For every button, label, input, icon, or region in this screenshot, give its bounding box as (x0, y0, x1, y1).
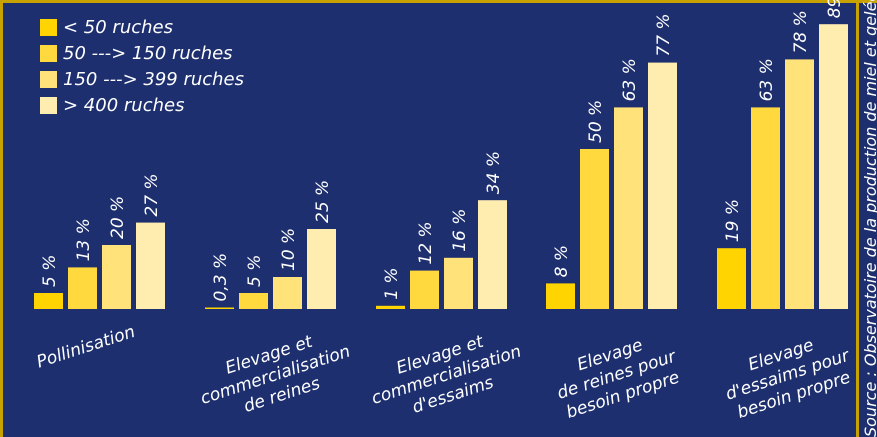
category-labels-layer: Pollinisation Elevage etcommercialisation… (34, 322, 859, 429)
bar (751, 107, 780, 310)
category-label: Pollinisation (34, 322, 137, 373)
category-label: Elevaged'essaims pourbesoin propre (717, 326, 859, 425)
data-label: 89 % (825, 0, 845, 18)
legend-item: > 400 ruches (40, 92, 244, 118)
category-label: Elevage etcommercialisationde reines (192, 322, 360, 429)
data-label: 19 % (723, 199, 743, 242)
bar (444, 257, 473, 309)
data-label: 5 % (40, 255, 60, 287)
legend-swatch (40, 18, 57, 36)
legend-label: 150 ---> 399 ruches (63, 68, 245, 90)
data-label: 5 % (245, 255, 265, 287)
bar (68, 267, 97, 309)
value-labels-layer: 5 % 13 % 20 % 27 % 0,3 % 5 % 10 % 25 % 1 % 12 % 16… (40, 0, 845, 302)
legend-label: < 50 ruches (63, 16, 173, 38)
bar (307, 229, 336, 309)
bar (717, 248, 746, 309)
bar (410, 270, 439, 309)
data-label: 77 % (654, 13, 674, 56)
data-label: 10 % (279, 228, 299, 271)
legend-swatch (40, 70, 57, 88)
bar (614, 107, 643, 310)
category-label: Elevagede reines pourbesoin propre (548, 326, 685, 423)
bar (239, 293, 268, 309)
legend-swatch (40, 44, 57, 62)
bar (205, 307, 234, 309)
frame-border-left (0, 0, 3, 437)
legend-label: 50 ---> 150 ruches (63, 42, 233, 64)
category-label: Elevage etcommercialisationd'essaims (363, 322, 531, 429)
data-label: 13 % (74, 218, 94, 261)
data-label: 1 % (382, 267, 402, 299)
bar (478, 200, 507, 309)
data-label: 12 % (416, 221, 436, 264)
bar (785, 59, 814, 310)
bar (273, 277, 302, 309)
data-label: 27 % (142, 173, 162, 216)
data-label: 63 % (620, 58, 640, 101)
bar (580, 149, 609, 309)
frame-border-top (0, 0, 877, 3)
bar (376, 305, 405, 309)
data-label: 50 % (586, 100, 606, 143)
legend-item: < 50 ruches (40, 14, 244, 40)
bar (546, 283, 575, 309)
data-label: 25 % (313, 180, 333, 223)
frame-border-right (856, 0, 859, 437)
legend-swatch (40, 96, 57, 114)
data-label: 34 % (484, 151, 504, 194)
data-label: 8 % (552, 245, 572, 277)
legend-item: 150 ---> 399 ruches (40, 66, 244, 92)
bar (136, 222, 165, 309)
data-label: 78 % (791, 10, 811, 53)
bar (34, 293, 63, 309)
bars-layer (34, 24, 848, 310)
bar (819, 24, 848, 309)
data-label: 16 % (450, 209, 470, 252)
data-label: 20 % (108, 196, 128, 239)
bar (102, 245, 131, 309)
legend-label: > 400 ruches (63, 94, 185, 116)
legend: < 50 ruches 50 ---> 150 ruches 150 ---> … (40, 14, 244, 118)
legend-item: 50 ---> 150 ruches (40, 40, 244, 66)
data-label: 63 % (757, 58, 777, 101)
source-note: Source : Observatoire de la production d… (861, 0, 877, 437)
bar (648, 62, 677, 309)
data-label: 0,3 % (211, 253, 231, 302)
